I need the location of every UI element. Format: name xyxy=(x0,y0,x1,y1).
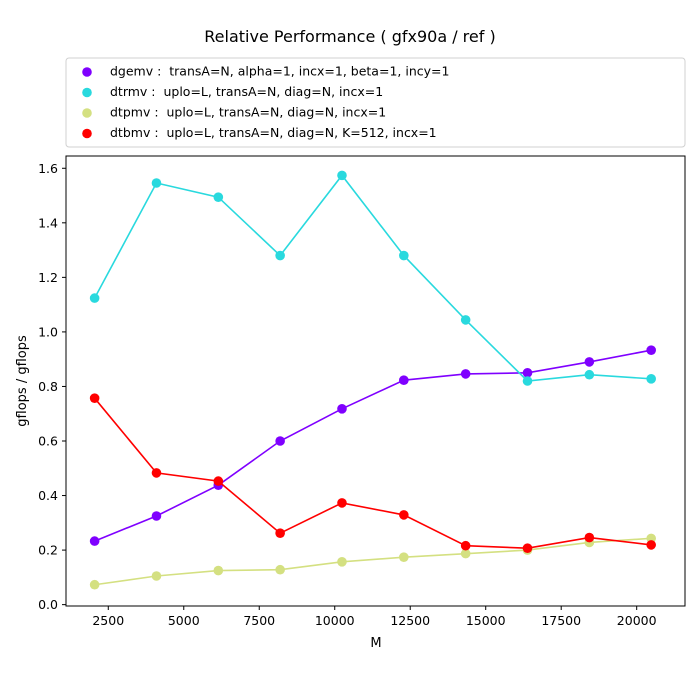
y-tick-label: 1.4 xyxy=(38,215,58,230)
data-point xyxy=(522,376,533,386)
plot-area: 2500 5000 7500 10000 12500 15000 17500 20000 0.0… xyxy=(38,155,686,628)
y-tick-label: 0.8 xyxy=(38,379,58,394)
x-tick-label: 12500 xyxy=(390,613,430,628)
data-point xyxy=(646,374,656,384)
y-tick-label: 0.2 xyxy=(38,543,58,558)
data-point xyxy=(584,369,595,380)
y-tick-label: 0.4 xyxy=(38,488,58,503)
data-point xyxy=(275,564,285,575)
data-point xyxy=(151,178,162,188)
data-point xyxy=(646,345,656,355)
data-point xyxy=(399,250,409,261)
series-2 xyxy=(89,170,656,386)
legend-label: dtrmv : uplo=L, transA=N, diag=N, incx=1 xyxy=(110,84,383,99)
x-tick-label: 20000 xyxy=(617,613,657,628)
data-point xyxy=(275,250,285,261)
legend-marker xyxy=(82,108,92,118)
legend-label: dtpmv : uplo=L, transA=N, diag=N, incx=1 xyxy=(110,105,386,120)
x-tick-label: 10000 xyxy=(315,613,355,628)
data-point xyxy=(646,540,656,550)
data-point xyxy=(213,192,224,202)
data-point xyxy=(151,511,162,521)
series-line xyxy=(94,349,652,542)
data-point xyxy=(337,557,347,567)
data-point xyxy=(460,540,471,551)
data-point xyxy=(151,468,162,478)
x-tick-label: 15000 xyxy=(466,613,506,628)
series-line xyxy=(94,397,652,549)
data-point xyxy=(213,476,224,486)
legend-marker xyxy=(82,67,92,77)
legend-marker xyxy=(82,87,92,98)
data-point xyxy=(460,548,471,559)
x-tick-label: 17500 xyxy=(541,613,581,628)
legend-box xyxy=(65,57,686,148)
x-tick-label: 2500 xyxy=(92,613,124,628)
data-point xyxy=(89,579,100,590)
data-point xyxy=(337,404,347,414)
data-point xyxy=(584,357,595,367)
data-point xyxy=(275,436,285,446)
data-point xyxy=(522,368,533,378)
series-line xyxy=(93,174,652,382)
data-point xyxy=(337,498,347,508)
y-tick-label: 0.6 xyxy=(38,434,58,449)
data-point xyxy=(151,571,162,581)
data-point xyxy=(275,528,285,538)
x-tick-label: 7500 xyxy=(243,613,275,628)
data-point xyxy=(399,552,409,562)
data-point xyxy=(460,369,471,379)
x-tick-label: 5000 xyxy=(168,613,200,628)
y-axis-label: gflops / gflops xyxy=(15,335,30,427)
data-point xyxy=(89,393,100,403)
data-point xyxy=(89,536,100,546)
y-tick-label: 1.2 xyxy=(38,270,58,285)
legend-label: dgemv : transA=N, alpha=1, incx=1, beta=… xyxy=(110,64,449,79)
data-point xyxy=(460,315,471,325)
data-point xyxy=(399,510,409,520)
legend: dgemv : transA=N, alpha=1, incx=1, beta=… xyxy=(65,57,686,148)
x-axis-label: M xyxy=(370,636,381,651)
series-1 xyxy=(89,345,656,546)
legend-marker xyxy=(82,128,92,139)
series-4 xyxy=(89,393,656,553)
series-line xyxy=(94,537,652,586)
y-tick-label: 0.0 xyxy=(38,597,58,612)
y-tick-label: 1.6 xyxy=(38,161,58,176)
data-point xyxy=(213,565,224,576)
data-point xyxy=(337,170,347,181)
y-tick-label: 1.0 xyxy=(38,324,58,339)
chart-title: Relative Performance ( gfx90a / ref ) xyxy=(204,27,495,46)
data-point xyxy=(584,532,595,543)
legend-label: dtbmv : uplo=L, transA=N, diag=N, K=512,… xyxy=(110,125,437,140)
data-point xyxy=(522,543,533,553)
axes-frame xyxy=(65,155,686,607)
data-point xyxy=(399,375,409,385)
data-point xyxy=(89,293,100,303)
